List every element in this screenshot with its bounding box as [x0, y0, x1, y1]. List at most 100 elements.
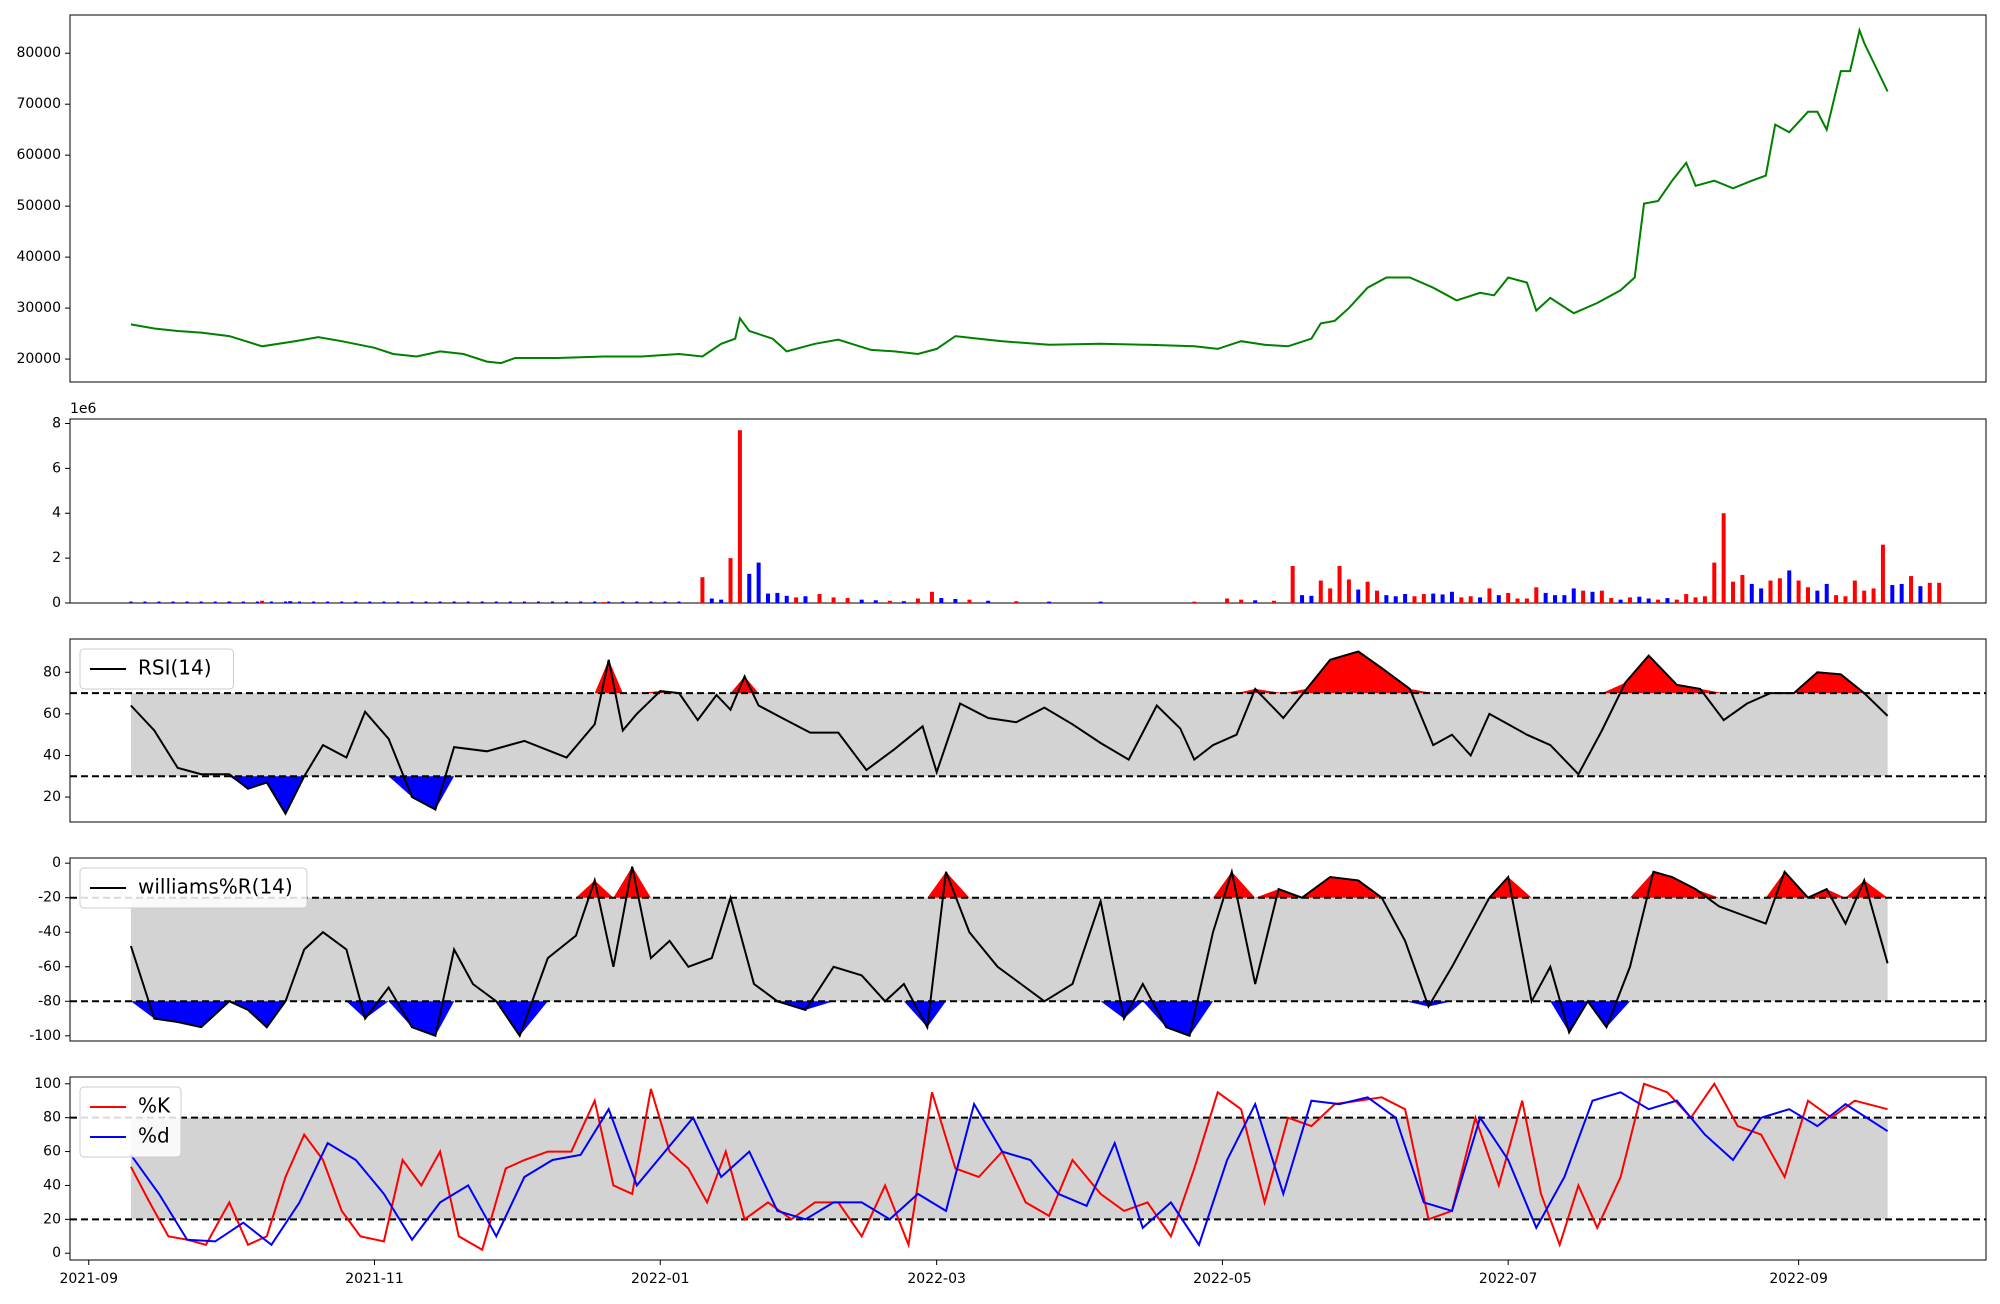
volume-bar: [1740, 574, 1745, 603]
volume-bar: [1375, 590, 1380, 603]
volume-bar: [1712, 562, 1717, 603]
stochastic-ytick-label: 40: [43, 1177, 61, 1193]
volume-bar: [1300, 595, 1305, 603]
price-ytick-label: 60000: [16, 147, 61, 163]
williams-legend-label: williams%R(14): [138, 875, 293, 899]
rsi-ytick-label: 60: [43, 706, 61, 722]
volume-bar: [396, 601, 400, 603]
volume-bar: [1225, 598, 1230, 603]
volume-bar: [1852, 580, 1857, 603]
volume-bar: [887, 600, 892, 603]
volume-bar: [1927, 582, 1932, 603]
stochastic-ytick-label: 20: [43, 1211, 61, 1227]
stochastic-legend-label: %d: [138, 1124, 170, 1148]
volume-bar: [1909, 576, 1914, 603]
volume-bar: [1656, 599, 1661, 603]
volume-bar: [700, 577, 705, 603]
volume-bar: [986, 600, 991, 603]
x-tick-label: 2022-03: [907, 1271, 966, 1287]
williams-ytick-label: -100: [29, 1028, 61, 1044]
volume-bar: [1693, 597, 1698, 603]
volume-bar: [677, 601, 681, 603]
volume-exponent-label: 1e6: [70, 401, 97, 417]
rsi-legend-box: [79, 648, 234, 690]
williams-ytick-label: -60: [38, 959, 61, 975]
volume-bar: [1393, 596, 1398, 603]
volume-bar: [1047, 601, 1052, 603]
volume-bar: [1618, 599, 1623, 603]
volume-bar: [1805, 587, 1810, 603]
volume-bar: [1834, 595, 1839, 603]
volume-bar: [915, 598, 920, 603]
volume-bar: [756, 562, 761, 603]
volume-bar: [255, 601, 259, 603]
volume-bar: [1871, 588, 1876, 603]
rsi-legend-label: RSI(14): [138, 656, 212, 680]
volume-bar: [953, 598, 958, 603]
volume-bar: [185, 601, 189, 603]
volume-bar: [1356, 589, 1361, 603]
rsi-ytick-label: 80: [43, 664, 61, 680]
volume-bar: [1534, 587, 1539, 603]
stochastic-legend-label: %K: [138, 1094, 171, 1118]
williams-ytick-label: 0: [52, 855, 61, 871]
volume-bar: [1403, 594, 1408, 603]
williams-line: [129, 866, 1889, 1038]
volume-bar: [368, 601, 372, 603]
volume-bar: [1768, 580, 1773, 603]
volume-bar: [565, 601, 569, 603]
volume-bar: [621, 601, 625, 603]
price-ytick-label: 70000: [16, 96, 61, 112]
volume-bar: [283, 601, 287, 603]
volume-bar: [1777, 578, 1782, 603]
stochastic-ytick-label: 0: [52, 1245, 61, 1261]
volume-bar: [1721, 513, 1726, 603]
williams-ytick-label: -20: [38, 890, 61, 906]
williams-band: [130, 897, 1888, 1002]
volume-bar: [1365, 581, 1370, 603]
volume-bar: [227, 601, 231, 603]
volume-bar: [607, 601, 611, 603]
volume-bar: [1918, 586, 1923, 603]
williams-overbought-fill: [130, 866, 1888, 898]
volume-bar: [1014, 601, 1019, 603]
x-tick-label: 2022-01: [631, 1271, 690, 1287]
volume-bar: [354, 601, 358, 603]
volume-bar: [1796, 580, 1801, 603]
volume-bar: [1599, 590, 1604, 603]
x-tick-label: 2021-09: [59, 1271, 118, 1287]
volume-bar: [873, 600, 878, 603]
volume-bar: [766, 593, 771, 603]
volume-bar: [1309, 595, 1314, 603]
stochastic-k-line: [130, 1081, 1888, 1252]
volume-bar: [1328, 588, 1333, 603]
volume-bar: [1440, 594, 1445, 603]
volume-bar: [1843, 596, 1848, 603]
volume-bar: [794, 597, 799, 603]
volume-bar: [1627, 597, 1632, 603]
volume-bar: [1459, 597, 1464, 603]
volume-bar: [775, 592, 780, 603]
volume-bar: [1478, 597, 1483, 603]
volume-bar: [737, 430, 742, 603]
volume-bar: [213, 601, 217, 603]
volume-bar: [171, 601, 175, 603]
volume-bar: [1318, 580, 1323, 603]
rsi-band: [130, 693, 1888, 777]
stochastic-d-line: [130, 1091, 1889, 1248]
volume-bar: [967, 599, 972, 603]
volume-bar: [1431, 593, 1436, 603]
volume-bar: [1899, 583, 1904, 603]
volume-bar: [929, 591, 934, 603]
volume-bar: [269, 601, 273, 603]
volume-bar: [1815, 590, 1820, 603]
volume-bar: [709, 598, 714, 603]
volume-bar: [157, 601, 161, 603]
volume-bar: [1581, 590, 1586, 603]
volume-bar: [1346, 579, 1351, 603]
volume-bar: [817, 594, 822, 603]
volume-bar: [241, 601, 245, 603]
stochastic-ytick-label: 80: [43, 1110, 61, 1126]
volume-bar: [508, 601, 512, 603]
